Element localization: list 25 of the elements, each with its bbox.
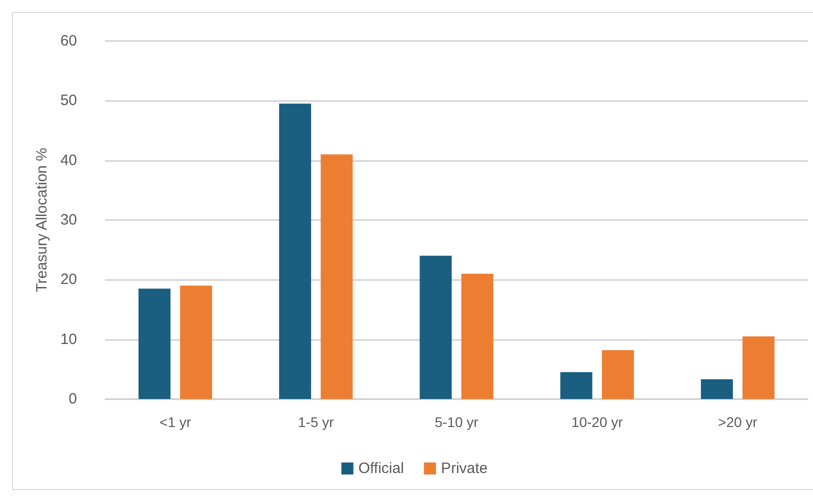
y-tick-label: 20 [60,271,77,288]
bar [320,154,353,399]
bar [138,288,170,399]
bar [602,350,634,399]
legend-label: Official [358,460,404,477]
legend-label: Private [440,460,488,477]
y-axis-title: Treasury Allocation % [33,148,50,292]
bar [461,274,494,399]
bar [180,286,212,399]
x-tick-label: <1 yr [160,414,192,430]
y-tick-label: 60 [60,32,77,50]
y-tick-label: 50 [60,92,77,110]
y-tick-label: 40 [60,152,77,169]
y-tick-label: 0 [68,390,77,408]
bar [742,336,774,399]
bar [700,379,733,399]
x-tick-label: 5-10 yr [434,414,479,430]
bar [279,104,312,399]
bar [560,372,592,399]
x-tick-label: 1-5 yr [298,414,334,430]
y-tick-label: 10 [60,330,77,348]
x-tick-label: >20 yr [718,414,758,430]
x-tick-label: 10-20 yr [571,414,624,430]
bar [420,256,452,399]
y-tick-label: 30 [60,212,77,228]
